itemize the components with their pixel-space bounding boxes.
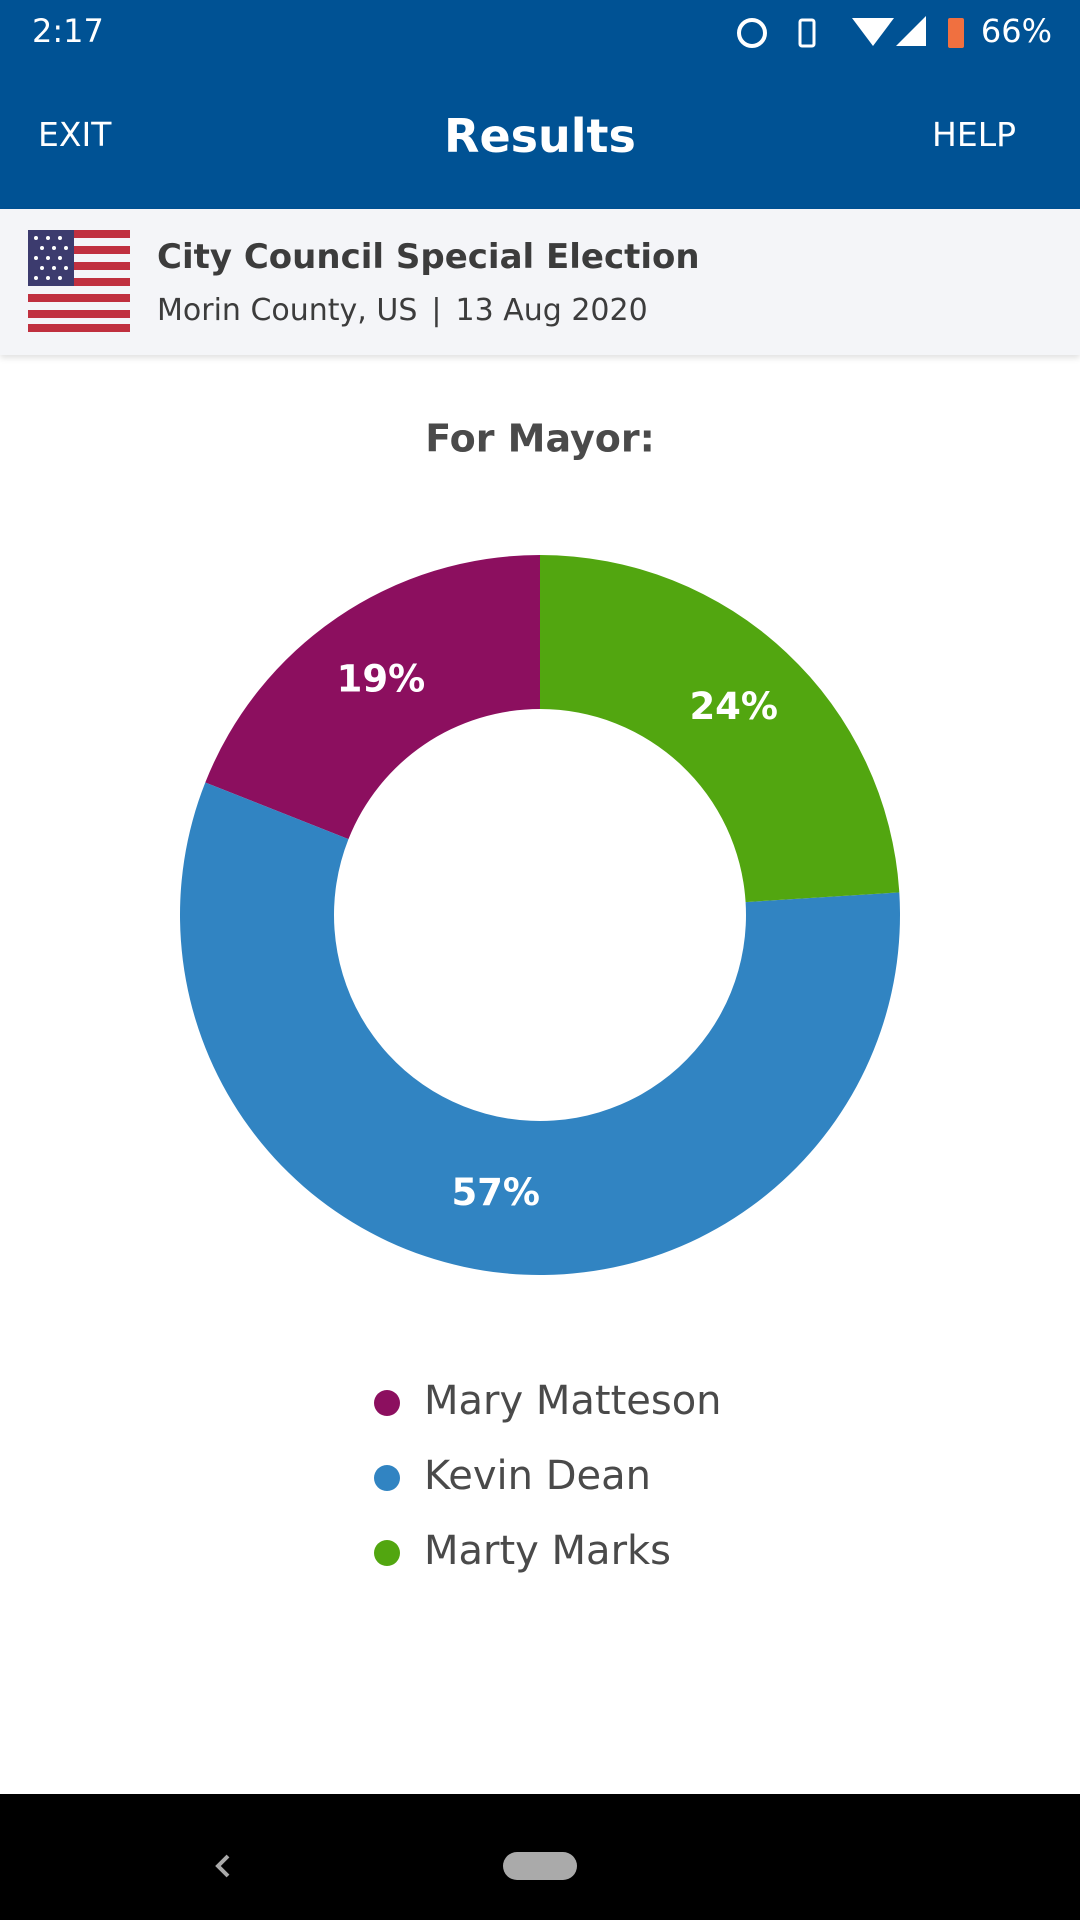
election-subtitle: Morin County, US | 13 Aug 2020: [157, 293, 648, 328]
legend-marker: [374, 1465, 400, 1491]
legend-label: Marty Marks: [424, 1528, 671, 1574]
help-button[interactable]: HELP: [932, 115, 1016, 154]
election-location: Morin County, US: [157, 293, 418, 328]
legend-label: Mary Matteson: [424, 1378, 722, 1424]
back-button[interactable]: [215, 1854, 230, 1878]
donut-slice: [205, 555, 541, 840]
home-button[interactable]: [503, 1852, 577, 1880]
legend-label: Kevin Dean: [424, 1453, 651, 1499]
chart-title: For Mayor:: [425, 417, 655, 461]
separator: |: [431, 293, 442, 328]
chart: For Mayor: 19% 57% 24% Mary Matteson Kevin D…: [180, 417, 901, 1574]
election-title: City Council Special Election: [157, 237, 700, 277]
slice-label: 24%: [689, 685, 778, 728]
slice-label: 19%: [337, 657, 426, 700]
nav-icons: [215, 1852, 577, 1880]
status-bar: 2:17 66%: [0, 0, 1080, 65]
flag-icon: [28, 230, 130, 332]
slice-label: 57%: [451, 1171, 540, 1214]
donut-slice: [180, 782, 901, 1275]
legend-marker: [374, 1390, 400, 1416]
status-time: 2:17: [32, 12, 104, 50]
election-date: 13 Aug 2020: [455, 293, 648, 328]
election-header: City Council Special Election Morin Coun…: [0, 209, 1080, 355]
exit-button[interactable]: EXIT: [38, 115, 112, 154]
status-battery: 66%: [980, 12, 1052, 50]
nav-bar: [0, 1794, 1080, 1920]
app-bar: EXIT Results HELP: [0, 65, 1080, 209]
status-icons: [737, 16, 964, 48]
donut-slice: [540, 555, 900, 903]
app-title: Results: [444, 109, 636, 163]
legend-marker: [374, 1540, 400, 1566]
